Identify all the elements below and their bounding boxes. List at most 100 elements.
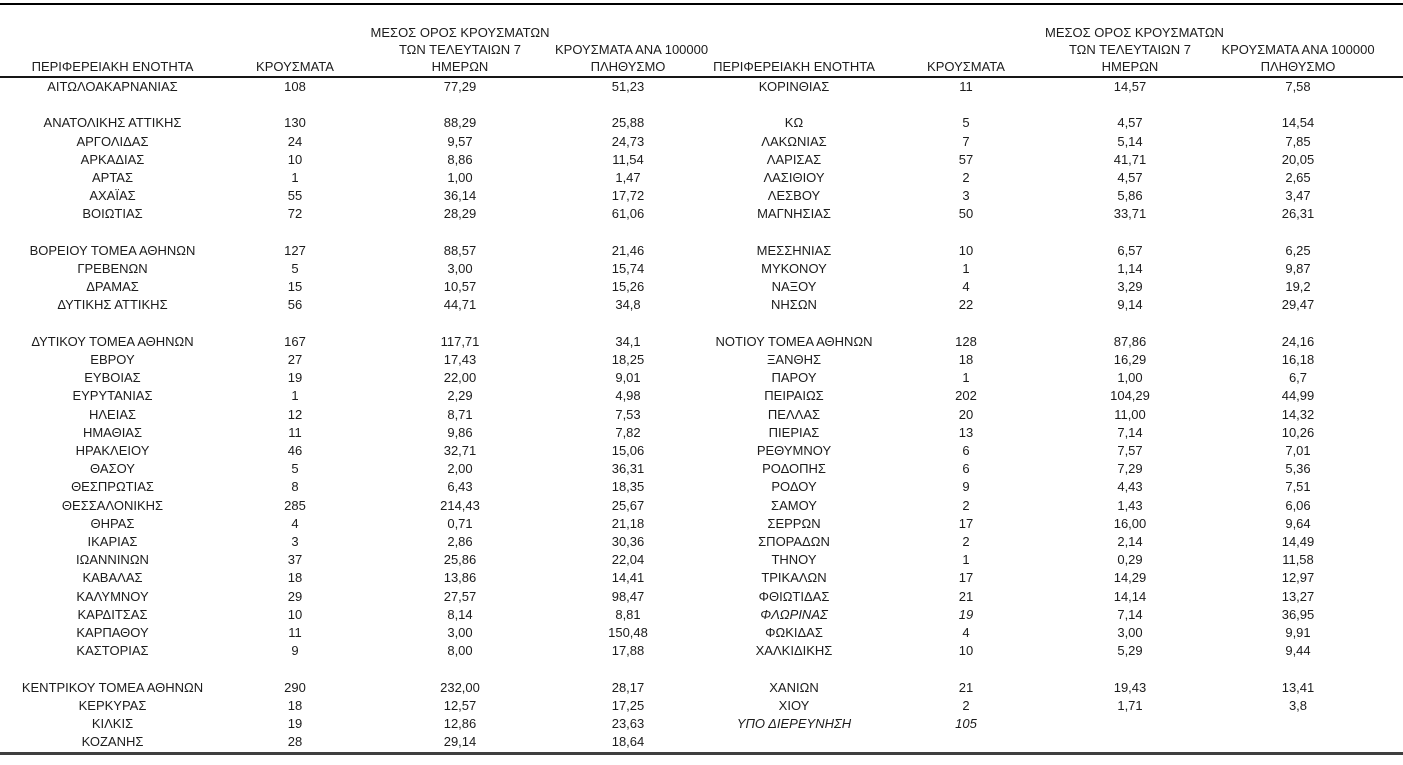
right-cases-cell: 19 bbox=[958, 606, 974, 622]
right-per100k-cell: 3,8 bbox=[1288, 697, 1308, 713]
cases-table: ΜΕΣΟΣ ΟΡΟΣ ΚΡΟΥΣΜΑΤΩΝ ΜΕΣΟΣ ΟΡΟΣ ΚΡΟΥΣΜΑ… bbox=[0, 6, 1403, 751]
filler-cell bbox=[1381, 224, 1403, 242]
left-cases-cell: 11 bbox=[288, 625, 302, 641]
left-avg7-cell: 27,57 bbox=[443, 588, 477, 604]
filler-cell bbox=[1381, 679, 1403, 697]
header-spacer-cell bbox=[1381, 6, 1403, 40]
left-avg7-cell: 13,86 bbox=[443, 570, 477, 586]
left-avg7-cell: 2,00 bbox=[447, 461, 473, 477]
header-spacer-cell bbox=[225, 6, 365, 40]
right-avg7-cell: 16,29 bbox=[1113, 352, 1147, 367]
table-body: ΑΙΤΩΛΟΑΚΑΡΝΑΝΙΑΣ 108 77,29 51,23 ΚΟΡΙΝΘΙΑΣ 11… bbox=[0, 77, 1403, 751]
table-row: ΑΧΑΪΑΣ 55 36,14 17,72 ΛΕΣΒΟΥ 3 5,86 3,47 bbox=[0, 187, 1403, 205]
right-per100k-cell: 29,47 bbox=[1281, 297, 1315, 313]
left-avg7-cell bbox=[365, 660, 555, 678]
header-spacer-cell bbox=[1381, 40, 1403, 57]
table-row bbox=[0, 660, 1403, 678]
right-avg7-cell: 4,57 bbox=[1117, 115, 1143, 131]
right-avg7-cell: 41,71 bbox=[1113, 151, 1147, 167]
table-row: ΙΚΑΡΙΑΣ 3 2,86 30,36 ΣΠΟΡΑΔΩΝ 2 2,14 14,49 bbox=[0, 533, 1403, 551]
header-row-3: ΠΕΡΙΦΕΡΕΙΑΚΗ ΕΝΟΤΗΤΑ ΚΡΟΥΣΜΑΤΑ ΗΜΕΡΩΝ ΠΛ… bbox=[0, 57, 1403, 78]
left-avg7-cell: 214,43 bbox=[440, 497, 480, 513]
left-per100k-cell: 7,53 bbox=[615, 406, 641, 422]
right-avg7-cell: 1,71 bbox=[1117, 697, 1143, 713]
right-region-cell: ΧΑΛΚΙΔΙΚΗΣ bbox=[755, 643, 833, 659]
left-per100k-cell: 8,81 bbox=[615, 606, 641, 622]
left-per100k-cell: 21,46 bbox=[611, 242, 645, 258]
left-cases-cell bbox=[225, 96, 365, 114]
right-region-cell: ΠΙΕΡΙΑΣ bbox=[768, 424, 820, 440]
table-row: ΔΥΤΙΚΗΣ ΑΤΤΙΚΗΣ 56 44,71 34,8 ΝΗΣΩΝ 22 9,14 29,… bbox=[0, 296, 1403, 314]
left-region-header: ΠΕΡΙΦΕΡΕΙΑΚΗ ΕΝΟΤΗΤΑ bbox=[0, 57, 225, 78]
filler-cell bbox=[1381, 606, 1403, 624]
left-avg7-cell: 6,43 bbox=[447, 479, 473, 495]
right-region-cell: ΣΕΡΡΩΝ bbox=[767, 515, 821, 531]
left-cases-cell: 8 bbox=[291, 479, 299, 495]
left-cases-header: ΚΡΟΥΣΜΑΤΑ bbox=[225, 57, 365, 78]
right-per100k-cell: 12,97 bbox=[1281, 570, 1315, 586]
right-cases-cell: 6 bbox=[962, 461, 970, 477]
filler-cell bbox=[1381, 369, 1403, 387]
right-avg7-cell: 33,71 bbox=[1113, 206, 1147, 222]
left-region-cell: ΔΥΤΙΚΟΥ ΤΟΜΕΑ ΑΘΗΝΩΝ bbox=[31, 333, 194, 349]
left-per100k-cell: 25,88 bbox=[611, 115, 645, 131]
filler-cell bbox=[1381, 442, 1403, 460]
left-cases-cell: 127 bbox=[284, 242, 306, 258]
table-header: ΜΕΣΟΣ ΟΡΟΣ ΚΡΟΥΣΜΑΤΩΝ ΜΕΣΟΣ ΟΡΟΣ ΚΡΟΥΣΜΑ… bbox=[0, 6, 1403, 78]
right-avg7-cell: 7,29 bbox=[1117, 461, 1143, 477]
right-cases-cell bbox=[887, 224, 1045, 242]
left-cases-cell: 9 bbox=[291, 643, 299, 659]
left-avg7-cell: 10,57 bbox=[443, 279, 477, 295]
right-avg7-cell: 1,00 bbox=[1117, 370, 1143, 386]
right-per100k-cell: 7,51 bbox=[1285, 479, 1311, 495]
right-region-cell: ΛΑΣΙΘΙΟΥ bbox=[763, 170, 825, 185]
right-cases-cell: 5 bbox=[962, 115, 970, 131]
header-spacer-cell bbox=[1381, 57, 1403, 78]
left-per100k-cell: 51,23 bbox=[611, 79, 645, 94]
right-region-header: ΠΕΡΙΦΕΡΕΙΑΚΗ ΕΝΟΤΗΤΑ bbox=[701, 57, 887, 78]
table-row: ΚΑΒΑΛΑΣ 18 13,86 14,41 ΤΡΙΚΑΛΩΝ 17 14,29 12,97 bbox=[0, 569, 1403, 587]
right-per100k-cell: 3,47 bbox=[1285, 188, 1311, 204]
filler-cell bbox=[1381, 424, 1403, 442]
left-per100k-cell: 1,47 bbox=[615, 170, 641, 185]
left-region-cell: ΚΕΝΤΡΙΚΟΥ ΤΟΜΕΑ ΑΘΗΝΩΝ bbox=[21, 679, 204, 695]
left-avg7-cell: 0,71 bbox=[447, 515, 473, 531]
left-cases-cell: 290 bbox=[284, 679, 306, 695]
left-per100k-cell: 36,31 bbox=[611, 461, 645, 477]
left-avg7-header-line3: ΗΜΕΡΩΝ bbox=[365, 57, 555, 78]
header-row-1: ΜΕΣΟΣ ΟΡΟΣ ΚΡΟΥΣΜΑΤΩΝ ΜΕΣΟΣ ΟΡΟΣ ΚΡΟΥΣΜΑ… bbox=[0, 6, 1403, 40]
right-avg7-cell: 14,14 bbox=[1113, 588, 1147, 604]
left-region-cell: ΘΑΣΟΥ bbox=[90, 461, 135, 477]
table-row: ΕΥΒΟΙΑΣ 19 22,00 9,01 ΠΑΡΟΥ 1 1,00 6,7 bbox=[0, 369, 1403, 387]
right-cases-cell: 4 bbox=[962, 279, 970, 295]
table-row: ΚΑΣΤΟΡΙΑΣ 9 8,00 17,88 ΧΑΛΚΙΔΙΚΗΣ 10 5,29 9,44 bbox=[0, 642, 1403, 660]
table-row: ΑΡΚΑΔΙΑΣ 10 8,86 11,54 ΛΑΡΙΣΑΣ 57 41,71 20,05 bbox=[0, 151, 1403, 169]
right-region-cell: ΤΗΝΟΥ bbox=[771, 552, 817, 568]
right-region-cell: ΝΗΣΩΝ bbox=[771, 297, 817, 313]
right-cases-cell bbox=[887, 96, 1045, 114]
left-per100k-cell: 34,1 bbox=[615, 333, 641, 349]
right-region-cell: ΝΟΤΙΟΥ ΤΟΜΕΑ ΑΘΗΝΩΝ bbox=[715, 333, 873, 349]
left-avg7-header-line2: ΤΩΝ ΤΕΛΕΥΤΑΙΩΝ 7 bbox=[398, 42, 522, 57]
filler-cell bbox=[1381, 697, 1403, 715]
left-cases-cell: 10 bbox=[287, 151, 303, 167]
header-row-2: ΤΩΝ ΤΕΛΕΥΤΑΙΩΝ 7 ΚΡΟΥΣΜΑΤΑ ΑΝΑ 100000 ΤΩ… bbox=[0, 40, 1403, 57]
table-row: ΕΒΡΟΥ 27 17,43 18,25 ΞΑΝΘΗΣ 18 16,29 16,18 bbox=[0, 351, 1403, 369]
left-avg7-cell: 8,86 bbox=[447, 151, 473, 167]
left-per100k-cell bbox=[555, 660, 701, 678]
right-region-cell: ΞΑΝΘΗΣ bbox=[766, 352, 822, 367]
left-avg7-cell: 88,57 bbox=[443, 242, 477, 258]
right-region-cell: ΝΑΞΟΥ bbox=[771, 279, 817, 295]
filler-cell bbox=[1381, 315, 1403, 333]
right-region-cell: ΛΕΣΒΟΥ bbox=[767, 188, 821, 204]
left-avg7-cell: 32,71 bbox=[443, 443, 477, 459]
left-cases-cell: 285 bbox=[284, 497, 306, 513]
right-avg7-cell bbox=[1045, 733, 1215, 751]
left-per100k-cell: 9,01 bbox=[615, 370, 641, 386]
table-row: ΚΕΡΚΥΡΑΣ 18 12,57 17,25 ΧΙΟΥ 2 1,71 3,8 bbox=[0, 697, 1403, 715]
left-cases-cell: 29 bbox=[287, 588, 303, 604]
right-cases-cell: 10 bbox=[958, 643, 974, 659]
filler-cell bbox=[1381, 588, 1403, 606]
right-per100k-cell bbox=[1215, 315, 1381, 333]
